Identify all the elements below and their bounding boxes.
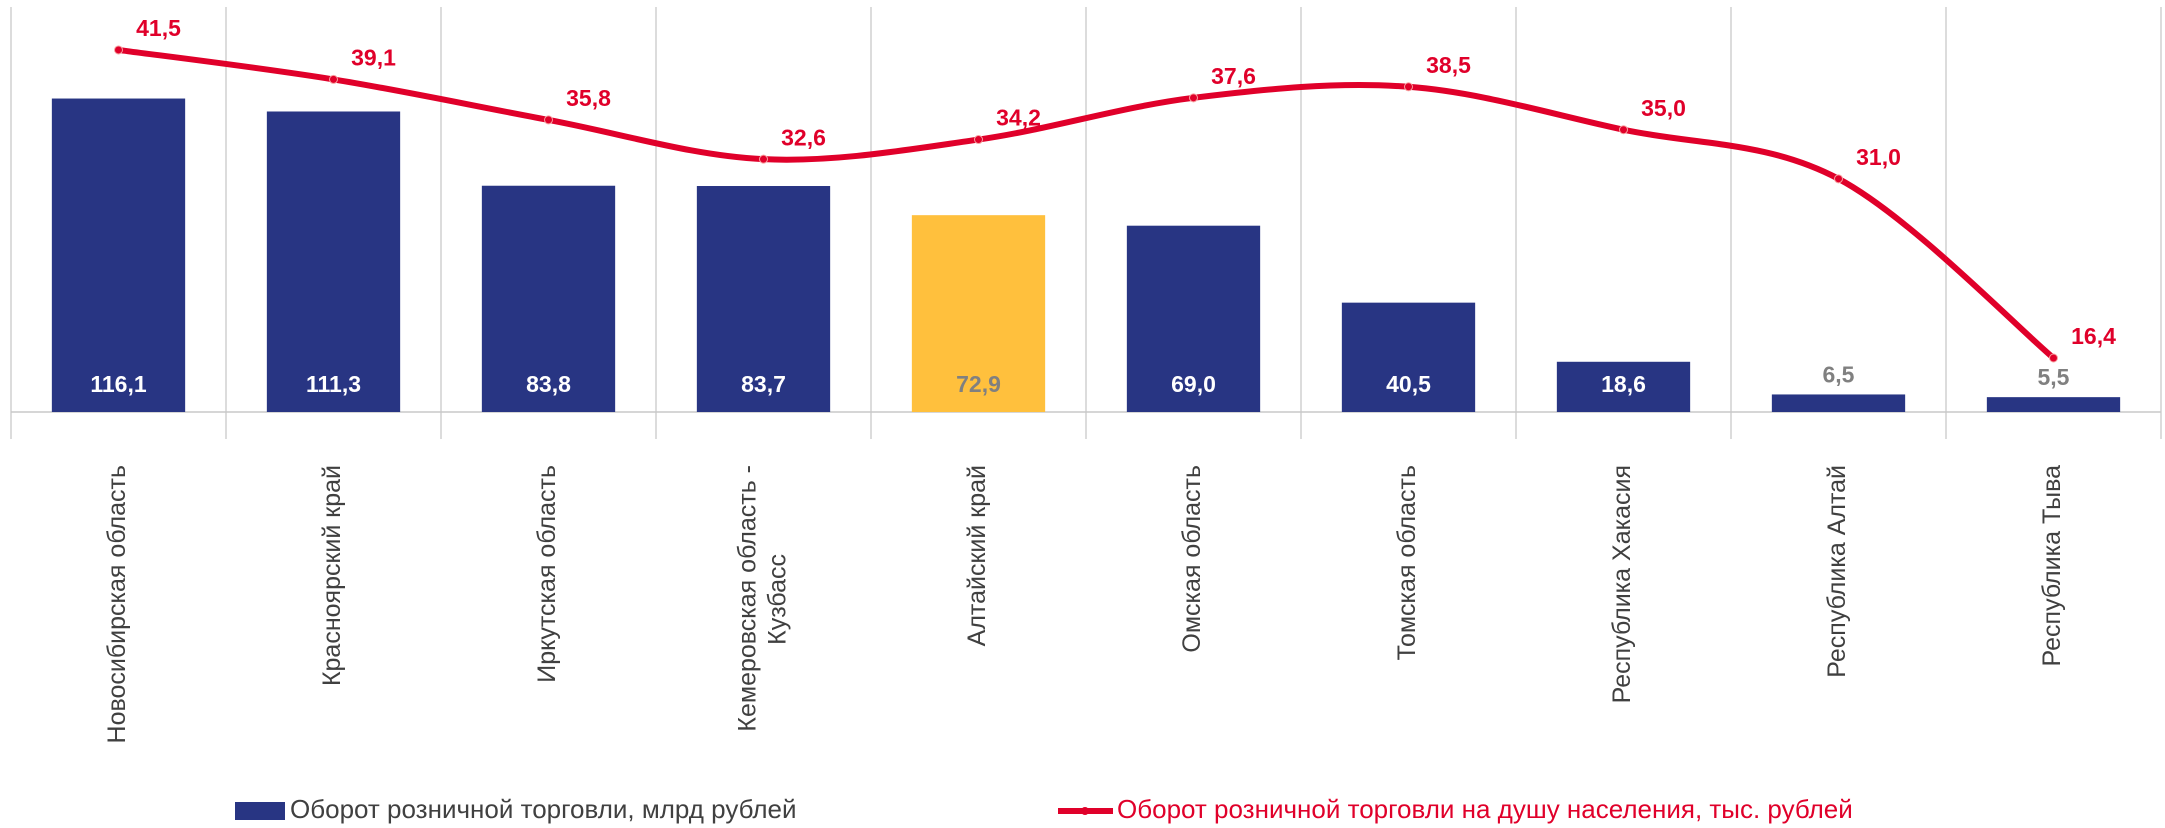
bar (481, 185, 616, 412)
bar (696, 186, 831, 412)
x-tick-label: Новосибирская область (103, 465, 131, 743)
bar-value-label: 18,6 (1601, 371, 1646, 397)
bar-value-label: 72,9 (956, 371, 1001, 397)
bar (1341, 302, 1476, 412)
line-value-label: 37,6 (1211, 63, 1256, 89)
bar-value-label: 83,7 (741, 371, 786, 397)
line-marker (759, 154, 768, 164)
line-value-label: 38,5 (1426, 52, 1471, 78)
line-marker (114, 45, 123, 55)
x-tick-label: Омская область (1178, 465, 1206, 653)
bar-value-label: 40,5 (1386, 371, 1431, 397)
line-value-label: 34,2 (996, 105, 1041, 131)
line-value-label: 31,0 (1856, 144, 1901, 170)
bar-value-label: 116,1 (90, 371, 146, 397)
line-marker (1404, 82, 1413, 92)
bar-value-label: 83,8 (526, 371, 571, 397)
x-tick-label: Алтайский край (963, 465, 991, 646)
x-tick-label: Красноярский край (318, 465, 346, 686)
legend-swatch (235, 802, 285, 820)
legend-swatch-marker (1081, 807, 1089, 815)
line-marker (1619, 125, 1628, 135)
line-value-label: 41,5 (136, 15, 181, 41)
x-tick-label: Республика Тыва (2038, 465, 2066, 667)
bar-value-label: 5,5 (2038, 364, 2070, 390)
legend-label: Оборот розничной торговли на душу населе… (1117, 794, 1853, 824)
line-marker (974, 135, 983, 145)
x-tick-label: Иркутская область (533, 465, 561, 683)
bar-value-label: 6,5 (1823, 362, 1855, 388)
bar (1556, 361, 1691, 412)
bar (266, 111, 401, 413)
line-marker (2049, 353, 2058, 363)
x-tick-label: Республика Алтай (1823, 465, 1851, 678)
line-marker (329, 74, 338, 84)
legend-label: Оборот розничной торговли, млрд рублей (290, 794, 797, 824)
x-tick-label: Томская область (1393, 465, 1421, 660)
x-tick-label: Республика Хакасия (1608, 465, 1636, 703)
line-value-label: 35,8 (566, 85, 611, 111)
line-value-label: 16,4 (2071, 323, 2116, 349)
x-tick-label: Кемеровская область -Кузбасс (733, 465, 791, 732)
line-value-label: 35,0 (1641, 95, 1686, 121)
line-marker (544, 115, 553, 125)
line-marker (1834, 174, 1843, 184)
line-value-label: 32,6 (781, 124, 826, 150)
bar (1986, 397, 2121, 412)
bar (911, 215, 1046, 412)
line-marker (1189, 93, 1198, 103)
bar-value-label: 111,3 (306, 371, 361, 397)
bar (1771, 394, 1906, 412)
bar (51, 98, 186, 412)
line (115, 46, 2057, 361)
line-value-label: 39,1 (351, 44, 396, 70)
bar (1126, 225, 1261, 412)
bar-value-label: 69,0 (1171, 371, 1216, 397)
